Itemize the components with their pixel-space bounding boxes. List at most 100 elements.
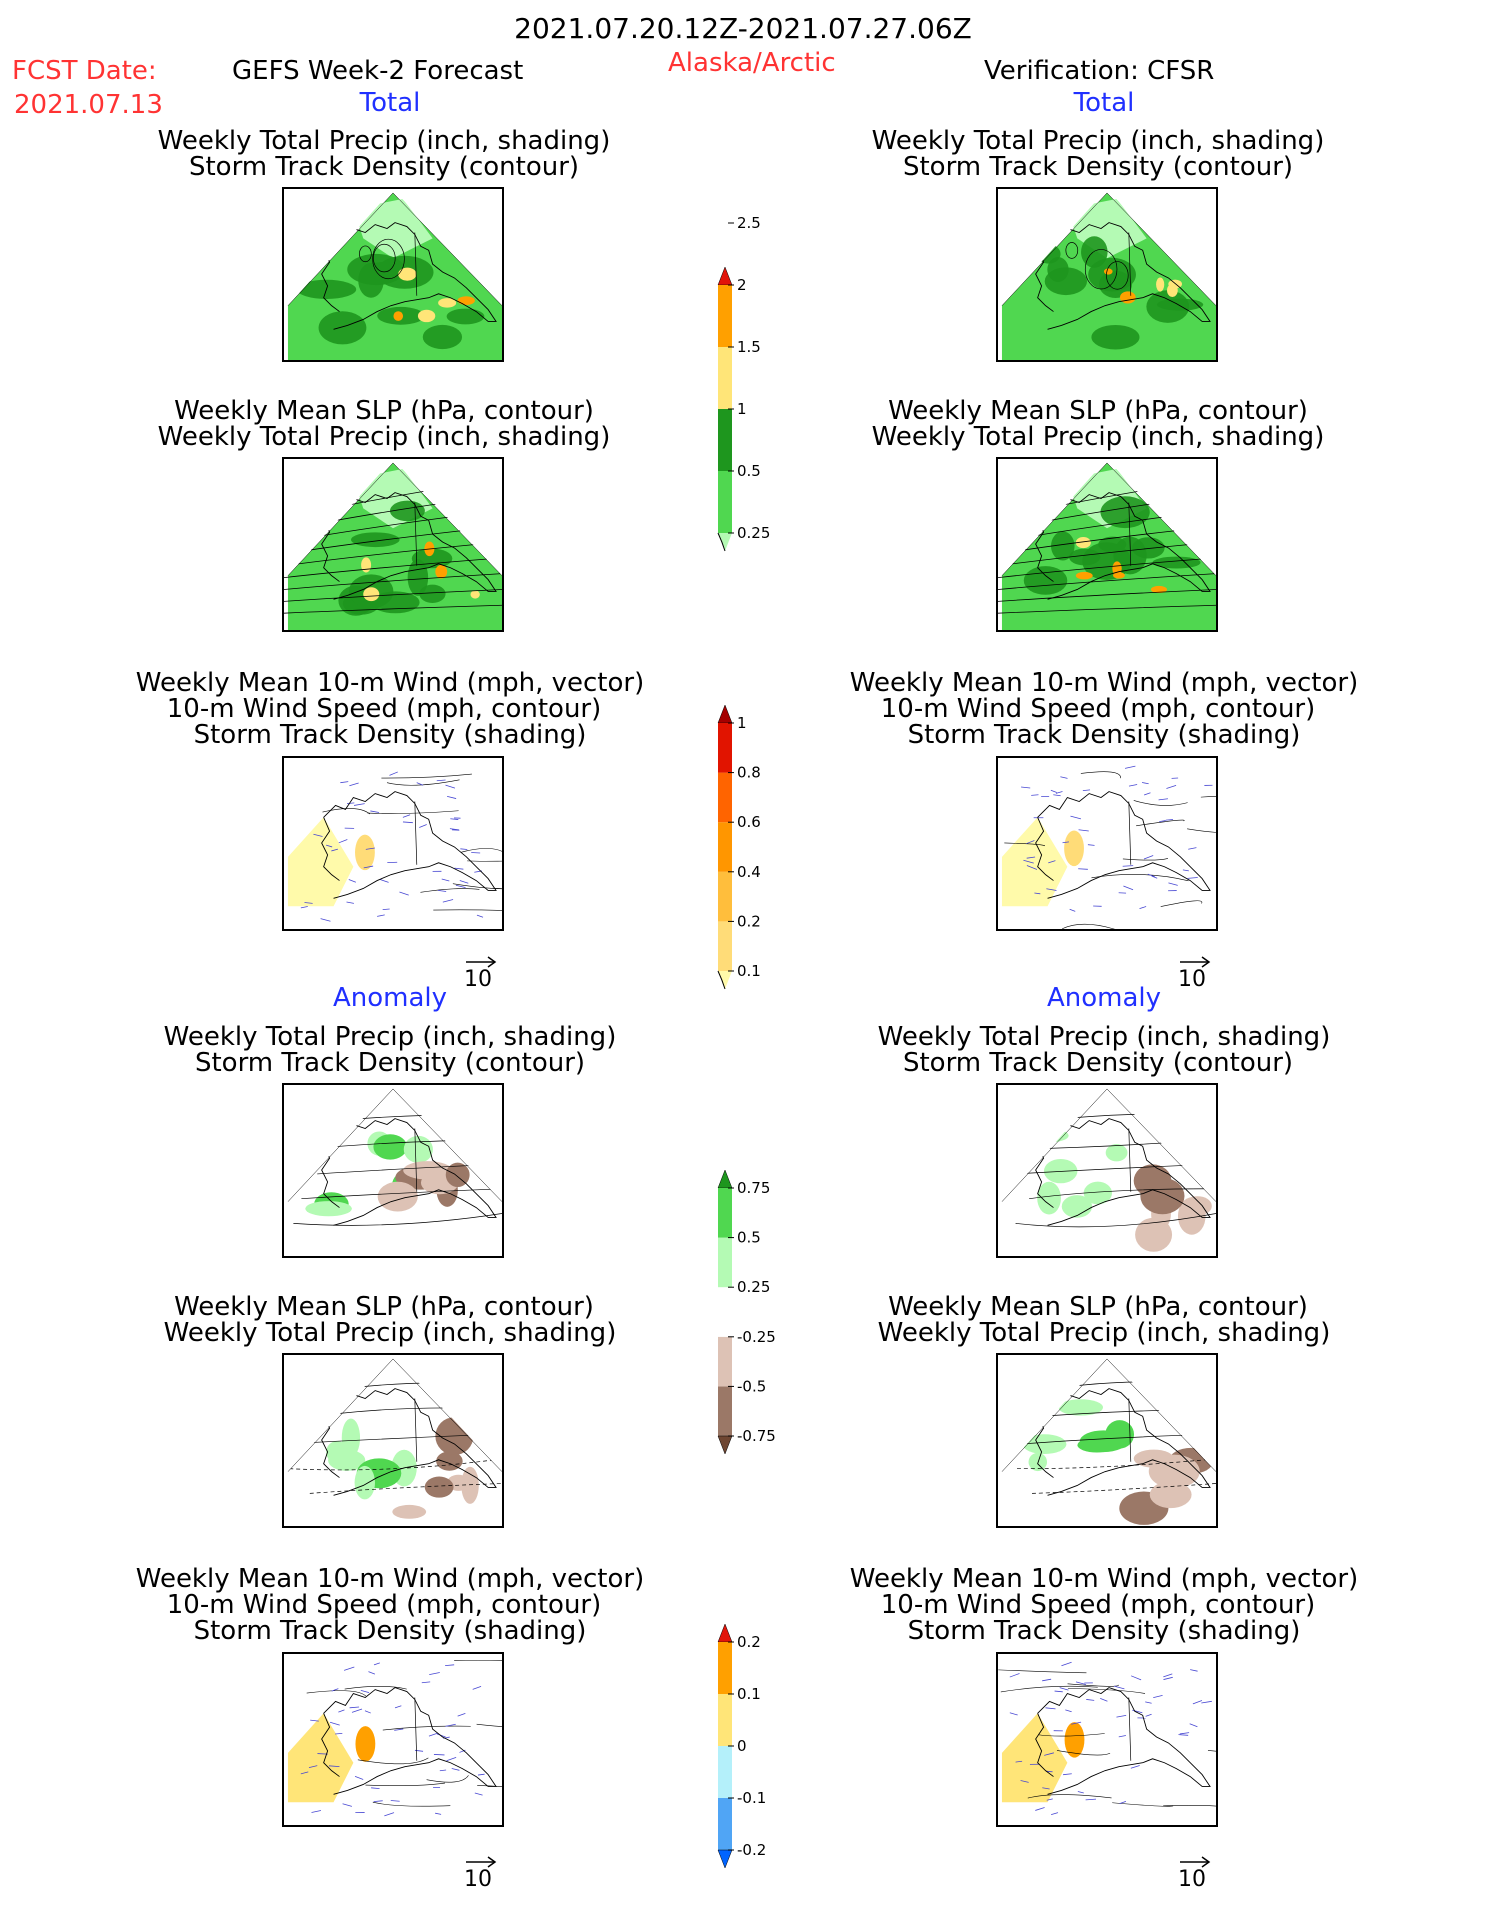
wind-speed-contour bbox=[433, 909, 502, 911]
wind-vector bbox=[368, 1671, 376, 1675]
map-total-wind-gefs bbox=[282, 756, 504, 931]
precip-shading-mid bbox=[1047, 257, 1069, 282]
map-domain-edge bbox=[287, 1358, 502, 1472]
anomaly-contour bbox=[1032, 1483, 1216, 1494]
precip-shading-mid bbox=[1100, 496, 1150, 529]
wind-speed-contour bbox=[322, 808, 370, 815]
track-contour bbox=[1065, 242, 1079, 259]
verification-title: Verification: CFSR bbox=[984, 56, 1215, 86]
coastline bbox=[1035, 791, 1211, 899]
wind-speed-contour bbox=[998, 1669, 1087, 1674]
wind-vector bbox=[389, 771, 398, 776]
map-total-precip-cfsr bbox=[996, 187, 1218, 362]
wind-vector bbox=[1085, 1798, 1097, 1801]
map-anom-precip-gefs bbox=[282, 1083, 504, 1258]
vector-reference-label: 10 bbox=[464, 967, 492, 992]
wind-vector bbox=[471, 852, 481, 854]
fcst-date-value: 2021.07.13 bbox=[14, 90, 163, 120]
vector-reference-label: 10 bbox=[1178, 967, 1206, 992]
wind-speed-contour bbox=[382, 1725, 471, 1731]
wind-vector bbox=[373, 1662, 380, 1666]
wind-vector bbox=[354, 1775, 364, 1780]
colorbar-tick-label: 0.5 bbox=[737, 1229, 761, 1247]
precip-shading-high bbox=[470, 590, 480, 599]
wind-vector bbox=[1141, 782, 1149, 785]
wind-vector bbox=[1130, 1765, 1140, 1769]
panel-title-line: Weekly Total Precip (inch, shading) bbox=[871, 126, 1325, 156]
wind-vector bbox=[442, 899, 454, 903]
wind-vector bbox=[1050, 789, 1057, 793]
wind-speed-contour bbox=[454, 1659, 502, 1661]
colorbar-total-track: 0.1 0.2 0.4 0.6 0.8 1 bbox=[717, 704, 778, 995]
track-contour bbox=[359, 245, 372, 263]
map-domain-edge bbox=[287, 192, 502, 306]
wind-vector bbox=[474, 1792, 483, 1796]
wind-vector bbox=[1100, 1698, 1108, 1702]
wind-vector bbox=[1082, 789, 1091, 792]
precip-shading-mid bbox=[318, 311, 367, 345]
fcst-date-label: FCST Date: bbox=[12, 56, 157, 86]
colorbar-tick-label: -0.25 bbox=[737, 1328, 776, 1346]
wind-vector bbox=[1053, 794, 1061, 797]
wind-vector bbox=[328, 1765, 340, 1768]
wind-vector bbox=[1070, 815, 1082, 820]
panel-title-line: Storm Track Density (shading) bbox=[193, 1616, 587, 1646]
precip-shading-high bbox=[1150, 585, 1168, 594]
track-shading-low bbox=[287, 817, 354, 907]
wind-vector bbox=[435, 1812, 442, 1815]
wind-vector bbox=[1151, 875, 1158, 879]
border-line bbox=[1128, 502, 1132, 566]
border-line bbox=[414, 502, 418, 566]
wind-speed-contour bbox=[1160, 900, 1203, 907]
anomaly-shading-positive bbox=[1061, 1195, 1093, 1218]
wind-vector bbox=[450, 818, 459, 820]
colorbar-segment bbox=[718, 1746, 732, 1798]
wind-vector bbox=[1145, 1701, 1152, 1704]
coastline bbox=[321, 222, 497, 330]
panel-title-line: Weekly Total Precip (inch, shading) bbox=[157, 126, 611, 156]
wind-vector bbox=[394, 1728, 404, 1731]
wind-vector bbox=[1190, 1669, 1198, 1672]
wind-speed-contour bbox=[1091, 874, 1189, 882]
panel-title-line: 10-m Wind Speed (mph, contour) bbox=[166, 694, 602, 724]
precip-shading-high bbox=[1075, 537, 1091, 549]
border-line bbox=[414, 801, 418, 865]
section-total-left: Total bbox=[359, 88, 421, 118]
wind-vector bbox=[1143, 792, 1151, 796]
anomaly-contour bbox=[1015, 1213, 1216, 1228]
precip-shading-high bbox=[1156, 277, 1165, 292]
wind-speed-contour bbox=[1056, 1750, 1111, 1756]
wind-speed-contour bbox=[367, 810, 459, 814]
map-domain-edge bbox=[1001, 462, 1216, 576]
precip-shading-mid bbox=[422, 324, 463, 350]
colorbar-tick-label: -0.75 bbox=[737, 1427, 776, 1445]
precip-shading-mid bbox=[347, 253, 405, 286]
wind-vector bbox=[1035, 1807, 1045, 1811]
anomaly-shading-negative bbox=[424, 1476, 454, 1498]
wind-vector bbox=[1078, 868, 1088, 870]
colorbar-segment bbox=[718, 1287, 732, 1337]
track-contour bbox=[372, 238, 405, 280]
wind-vector bbox=[1063, 1773, 1072, 1776]
wind-speed-contour bbox=[1000, 1685, 1098, 1693]
colorbar-tick-label: 0.1 bbox=[737, 1685, 761, 1703]
wind-vector bbox=[1189, 1723, 1198, 1728]
slp-contour bbox=[284, 573, 502, 590]
anomaly-contour bbox=[293, 1213, 502, 1226]
map-mask-right bbox=[393, 1355, 502, 1472]
wind-vector bbox=[441, 878, 450, 882]
wind-vector bbox=[454, 867, 464, 870]
wind-vector bbox=[1048, 860, 1056, 864]
wind-vector bbox=[1119, 1800, 1127, 1804]
precip-shading-high bbox=[1119, 291, 1136, 304]
wind-vector bbox=[447, 795, 457, 799]
wind-vector bbox=[308, 1765, 318, 1769]
wind-vector bbox=[364, 1710, 371, 1714]
coastline bbox=[1035, 1687, 1211, 1795]
precip-shading-high bbox=[363, 587, 380, 602]
colorbar-tick-label: -0.2 bbox=[737, 1841, 766, 1859]
colorbar-tick-label: -0.5 bbox=[737, 1377, 766, 1395]
wind-vector bbox=[1044, 1752, 1054, 1756]
panel-title-line: 10-m Wind Speed (mph, contour) bbox=[880, 1590, 1316, 1620]
track-contour bbox=[1106, 261, 1129, 290]
